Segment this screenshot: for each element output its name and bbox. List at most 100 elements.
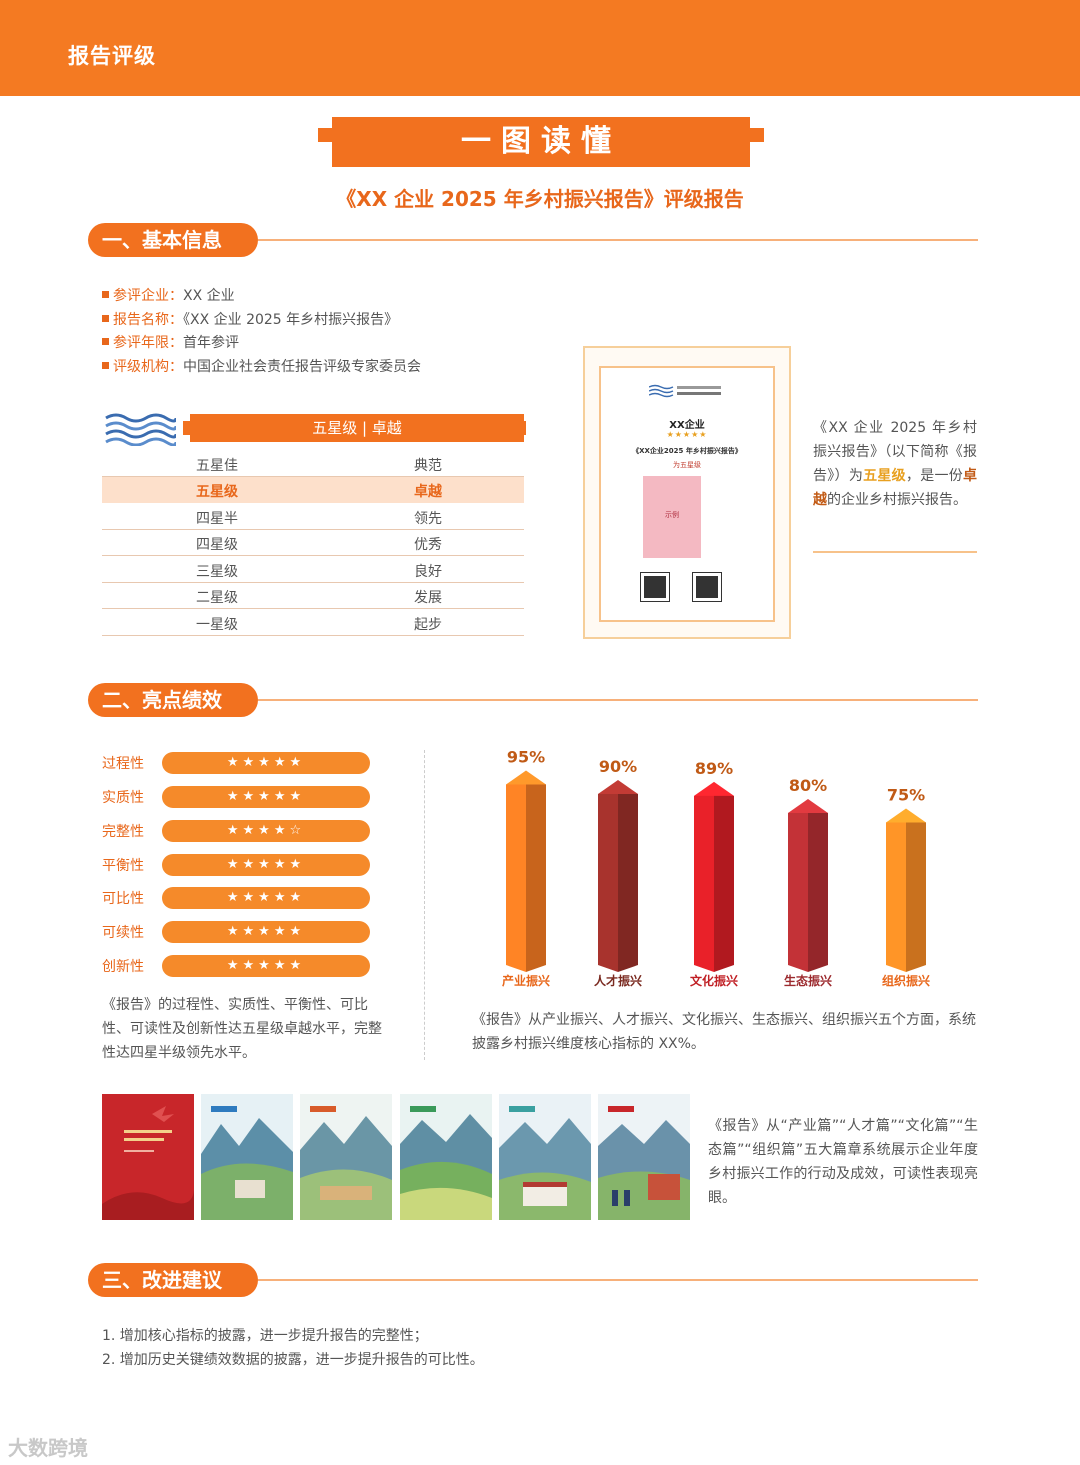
info-value: 《XX 企业 2025 年乡村振兴报告》 bbox=[183, 312, 399, 328]
bar-value-label: 80% bbox=[789, 776, 827, 795]
metric-row: 过程性 ★★★★★ bbox=[102, 752, 372, 774]
section-heading-basic: 一、基本信息 bbox=[88, 223, 258, 257]
chapter-page-thumbnail bbox=[201, 1094, 293, 1220]
grade-desc: 良好 bbox=[414, 564, 442, 580]
info-row: 参评年限：首年参评 bbox=[102, 333, 239, 353]
metric-row: 可续性 ★★★★★ bbox=[102, 921, 372, 943]
desc-text: ，是一份 bbox=[905, 468, 964, 484]
bar-top-face bbox=[506, 770, 546, 785]
grade-level: 二星级 bbox=[196, 590, 238, 606]
bar-category-label: 产业振兴 bbox=[502, 973, 550, 988]
committee-logo-icon bbox=[649, 384, 721, 398]
metrics-description: 《报告》的过程性、实质性、平衡性、可比性、可读性及创新性达五星级卓越水平，完整性… bbox=[102, 997, 382, 1061]
section-divider bbox=[258, 699, 978, 701]
qr-code-icon bbox=[692, 572, 722, 602]
chart-description: 《报告》从产业振兴、人才振兴、文化振兴、生态振兴、组织振兴五个方面，系统披露乡村… bbox=[472, 1012, 976, 1052]
section-heading-suggestions: 三、改进建议 bbox=[88, 1263, 258, 1297]
grade-level: 三星级 bbox=[196, 564, 238, 580]
grade-desc: 起步 bbox=[414, 617, 442, 633]
info-value: XX 企业 bbox=[183, 288, 235, 304]
bar-right-face bbox=[526, 777, 546, 972]
metric-row: 平衡性 ★★★★★ bbox=[102, 854, 372, 876]
bar-right-face bbox=[906, 815, 926, 972]
bar-top-face bbox=[598, 780, 638, 794]
wave-logo-icon bbox=[105, 413, 176, 446]
chapter-page-thumbnail bbox=[300, 1094, 392, 1220]
metric-star-bar: ★★★★★ bbox=[162, 854, 370, 876]
grade-row: 三星级 良好 bbox=[102, 557, 524, 583]
bar-value-label: 75% bbox=[887, 786, 925, 805]
cover-sample-label: 示例 bbox=[665, 511, 679, 519]
grade-row: 二星级 发展 bbox=[102, 583, 524, 609]
section-divider bbox=[258, 239, 978, 241]
grade-desc: 典范 bbox=[414, 458, 442, 474]
metric-star-bar: ★★★★★ bbox=[162, 921, 370, 943]
bar-left-face bbox=[886, 815, 906, 972]
certificate-description: 《XX 企业 2025 年乡村振兴报告》（以下简称《报告》）为五星级，是一份卓越… bbox=[813, 416, 977, 512]
grade-row: 一星级 起步 bbox=[102, 610, 524, 636]
chapter-page-thumbnail bbox=[598, 1094, 690, 1220]
metric-label: 完整性 bbox=[102, 824, 144, 840]
bullet-square bbox=[102, 291, 109, 298]
report-cover-thumbnail bbox=[102, 1094, 194, 1220]
bar-top-face bbox=[886, 808, 926, 823]
chapter-page-thumbnail bbox=[400, 1094, 492, 1220]
report-subtitle: 《XX 企业 2025 年乡村振兴报告》评级报告 bbox=[336, 187, 744, 211]
metric-star-bar: ★★★★☆ bbox=[162, 820, 370, 842]
desc-text: 《XX 企业 2025 年乡村振兴报告》（以下简称《报告》）为 bbox=[813, 420, 977, 484]
metric-label: 实质性 bbox=[102, 790, 144, 806]
bar-value-label: 90% bbox=[599, 757, 637, 776]
grade-decoration-left bbox=[183, 421, 193, 435]
suggestion-item: 1. 增加核心指标的披露，进一步提升报告的完整性； bbox=[102, 1328, 428, 1344]
info-row: 报告名称：《XX 企业 2025 年乡村振兴报告》 bbox=[102, 310, 398, 330]
info-row: 参评企业：XX 企业 bbox=[102, 286, 235, 306]
dimension-bar-chart: 95% 产业振兴 90% 人才振兴 89% 文化振兴 80% 生态振兴 75% 组织振兴 bbox=[502, 748, 930, 989]
header-title: 报告评级 bbox=[68, 44, 156, 68]
desc-level-highlight: 五星级 bbox=[863, 468, 906, 484]
bar-right-face bbox=[808, 806, 828, 972]
metric-label: 可比性 bbox=[102, 891, 144, 907]
banner-decoration-left bbox=[318, 128, 332, 142]
grade-row-highlighted: 五星级 卓越 bbox=[102, 477, 524, 503]
desc-text: 的企业乡村振兴报告。 bbox=[827, 492, 967, 508]
bar-value-label: 89% bbox=[695, 759, 733, 778]
bar-right-face bbox=[714, 788, 734, 972]
grade-desc: 领先 bbox=[414, 511, 442, 527]
grade-row: 四星级 优秀 bbox=[102, 530, 524, 556]
bar-left-face bbox=[598, 787, 618, 972]
vertical-divider bbox=[424, 750, 425, 1060]
certificate-company: XX企业 bbox=[669, 420, 705, 431]
grade-level: 一星级 bbox=[196, 617, 238, 633]
grade-level: 五星级 bbox=[196, 484, 238, 500]
bar-top-face bbox=[788, 799, 828, 813]
info-value: 中国企业社会责任报告评级专家委员会 bbox=[183, 359, 421, 375]
bullet-square bbox=[102, 362, 109, 369]
grade-desc: 卓越 bbox=[414, 484, 442, 500]
grade-desc: 优秀 bbox=[414, 537, 442, 553]
info-key: 参评年限： bbox=[113, 335, 183, 351]
grade-level: 四星级 bbox=[196, 537, 238, 553]
section-heading-highlights: 二、亮点绩效 bbox=[88, 683, 258, 717]
qr-code-icon bbox=[640, 572, 670, 602]
metric-star-bar: ★★★★★ bbox=[162, 887, 370, 909]
bar-category-label: 人才振兴 bbox=[594, 973, 642, 988]
grade-row: 四星半 领先 bbox=[102, 504, 524, 530]
bar-category-label: 生态振兴 bbox=[784, 973, 832, 988]
top-header-bar: 报告评级 bbox=[0, 0, 1080, 96]
info-row: 评级机构：中国企业社会责任报告评级专家委员会 bbox=[102, 357, 421, 377]
grade-header: 五星级 | 卓越 bbox=[190, 414, 524, 442]
banner-decoration-right bbox=[750, 128, 764, 142]
grade-row: 五星佳 典范 bbox=[102, 451, 524, 477]
metric-label: 创新性 bbox=[102, 959, 144, 975]
grade-level: 五星佳 bbox=[196, 458, 238, 474]
metric-row: 可比性 ★★★★★ bbox=[102, 887, 372, 909]
grade-desc: 发展 bbox=[414, 590, 442, 606]
metric-row: 创新性 ★★★★★ bbox=[102, 955, 372, 977]
metric-label: 可续性 bbox=[102, 925, 144, 941]
pages-description: 《报告》从“产业篇”“人才篇”“文化篇”“生态篇”“组织篇”五大篇章系统展示企业… bbox=[708, 1118, 978, 1206]
bar-value-label: 95% bbox=[507, 748, 545, 767]
chapter-page-thumbnail bbox=[499, 1094, 591, 1220]
info-key: 评级机构： bbox=[113, 359, 183, 375]
metric-row: 实质性 ★★★★★ bbox=[102, 786, 372, 808]
watermark: 大数跨境 bbox=[8, 1436, 88, 1460]
